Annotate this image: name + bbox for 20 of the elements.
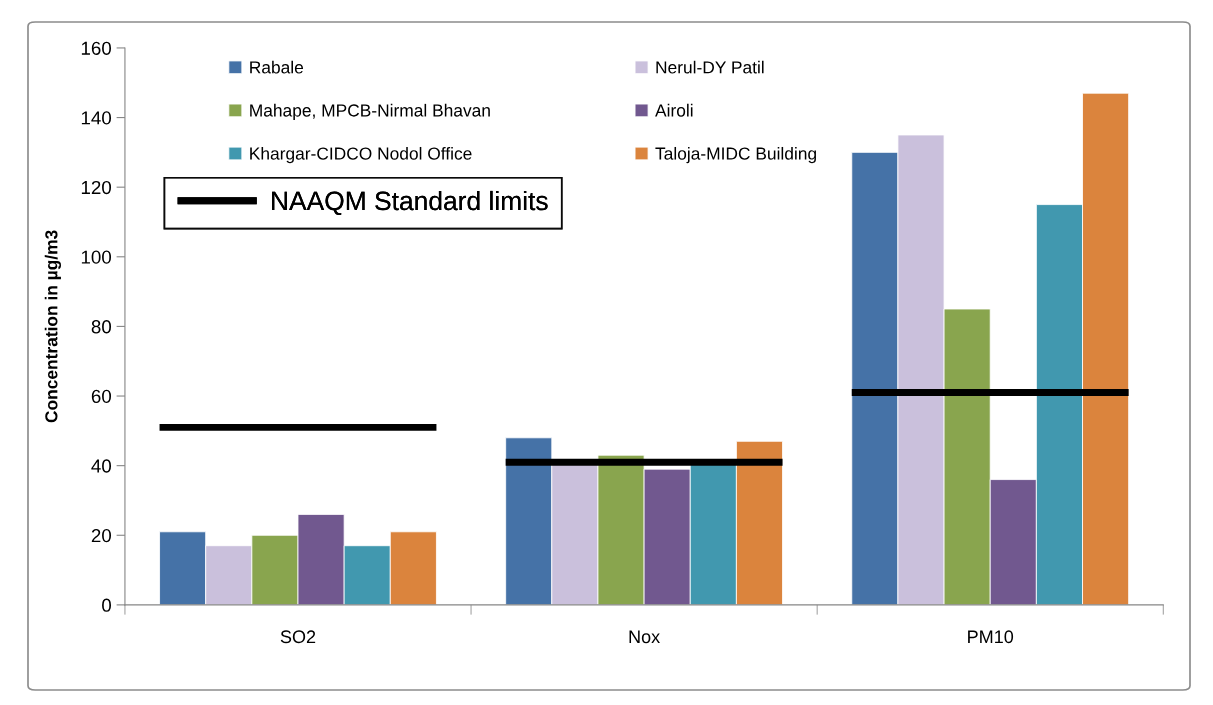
legend-label: Taloja-MIDC Building [655, 146, 816, 164]
y-tick-label: 120 [81, 180, 112, 195]
y-axis-title: Concentration in µg/m3 [44, 230, 62, 423]
legend-label: Mahape, MPCB-Nirmal Bhavan [250, 103, 490, 121]
y-tick-label: 80 [91, 320, 112, 334]
y-tick-label: 60 [91, 389, 112, 404]
y-tick-label: 40 [91, 459, 112, 473]
y-tick-label: 140 [81, 111, 112, 125]
y-tick-label: 160 [81, 41, 112, 55]
x-tick-label: PM10 [968, 630, 1014, 644]
legend-label: NAAQM Standard limits [272, 190, 548, 216]
legend-label: Airoli [655, 103, 693, 117]
x-tick-label: Nox [629, 630, 660, 644]
legend-label: Rabale [250, 60, 304, 74]
y-tick-label: 20 [91, 528, 112, 543]
y-tick-label: 0 [102, 598, 112, 612]
x-tick-label: SO2 [280, 630, 316, 644]
legend-label: Nerul-DY Patil [656, 60, 764, 74]
y-tick-label: 100 [81, 250, 112, 264]
legend-label: Khargar-CIDCO Nodol Office [250, 146, 472, 164]
